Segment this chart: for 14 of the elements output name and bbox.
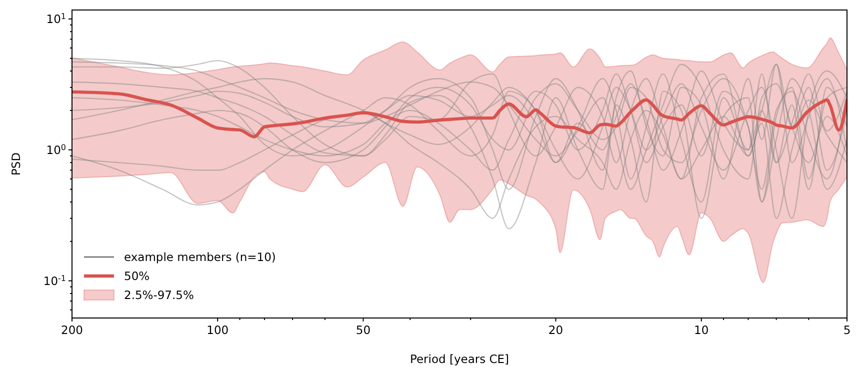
x-axis-title: Period [years CE] — [410, 352, 510, 366]
x-tick-label: 50 — [356, 323, 371, 337]
x-tick-label: 10 — [694, 323, 709, 337]
y-axis-title: PSD — [9, 152, 23, 176]
y-tick-label: 10$^{-1}$ — [43, 273, 66, 288]
y-tick-label: 10$^{1}$ — [46, 11, 66, 26]
x-tick-label: 200 — [61, 323, 83, 337]
legend-label: 50% — [124, 269, 150, 283]
x-tick-label: 20 — [548, 323, 564, 337]
legend-label: example members (n=10) — [124, 250, 276, 264]
y-tick-label: 10$^{0}$ — [46, 142, 66, 157]
x-tick-label: 5 — [843, 323, 851, 337]
x-tick-label: 100 — [206, 323, 229, 337]
annotation: 2.5%-97.5% — [124, 288, 194, 302]
